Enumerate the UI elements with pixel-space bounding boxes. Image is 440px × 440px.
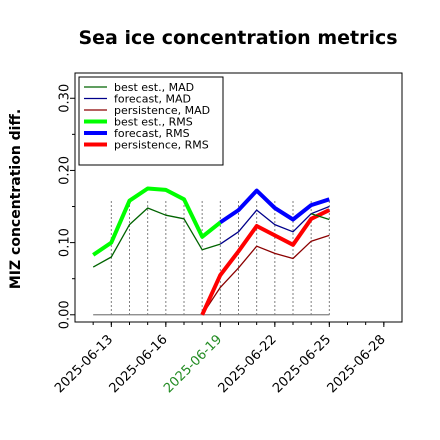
y-tick-label: 0.30 bbox=[58, 84, 73, 113]
series-line bbox=[311, 213, 330, 221]
series-line bbox=[92, 207, 221, 268]
series-line bbox=[200, 208, 331, 316]
legend-entry: persistence, MAD bbox=[114, 104, 210, 117]
y-tick-label: 0.00 bbox=[58, 300, 73, 329]
legend-entry: best est., RMS bbox=[114, 116, 193, 129]
plot-area: 0.000.100.200.302025-06-132025-06-162025… bbox=[52, 72, 403, 396]
chart-title: Sea ice concentration metrics bbox=[78, 27, 397, 49]
y-tick-label: 0.10 bbox=[58, 228, 73, 257]
series-line bbox=[201, 234, 330, 316]
legend-entry: forecast, RMS bbox=[114, 127, 190, 140]
series-line bbox=[92, 186, 222, 257]
legend-entry: best est., MAD bbox=[114, 81, 194, 94]
x-tick-label: 2025-06-28 bbox=[325, 332, 389, 396]
y-tick-label: 0.20 bbox=[58, 156, 73, 185]
series-line bbox=[219, 188, 330, 225]
legend-entry: persistence, RMS bbox=[114, 139, 209, 152]
y-axis-label: MIZ concentration diff. bbox=[8, 109, 24, 289]
legend-entry: forecast, MAD bbox=[114, 93, 191, 106]
